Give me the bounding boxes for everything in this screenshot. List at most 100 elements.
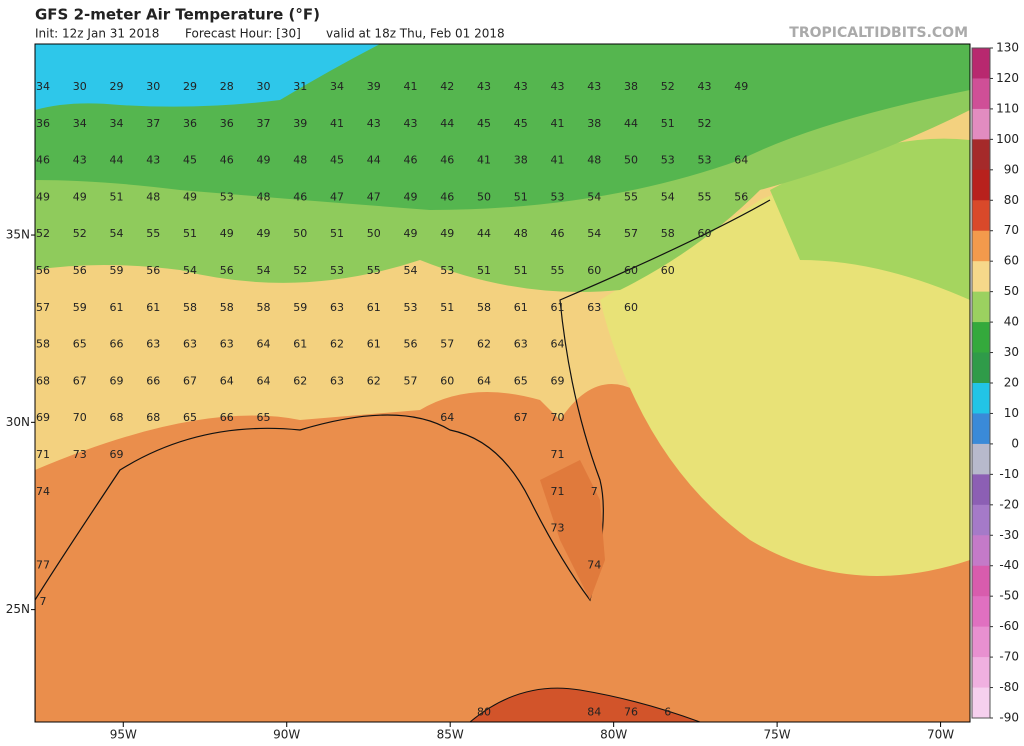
station-temp: 34 bbox=[36, 80, 50, 93]
station-temp: 36 bbox=[36, 117, 50, 130]
station-temp: 71 bbox=[36, 448, 50, 461]
station-temp: 52 bbox=[36, 227, 50, 240]
station-temp: 63 bbox=[330, 374, 344, 387]
station-temp: 61 bbox=[110, 301, 124, 314]
station-temp: 43 bbox=[551, 80, 565, 93]
station-temp: 44 bbox=[110, 154, 124, 167]
station-temp: 74 bbox=[36, 485, 50, 498]
station-temp: 69 bbox=[110, 374, 124, 387]
station-temp: 63 bbox=[146, 338, 160, 351]
station-temp: 38 bbox=[624, 80, 638, 93]
colorbar-label: 0 bbox=[1011, 436, 1019, 450]
station-temp: 49 bbox=[183, 190, 197, 203]
station-temp: 47 bbox=[330, 190, 344, 203]
station-temp: 54 bbox=[404, 264, 418, 277]
station-temp: 58 bbox=[36, 338, 50, 351]
station-temp: 38 bbox=[514, 154, 528, 167]
colorbar-label: 70 bbox=[1004, 223, 1019, 237]
station-temp: 44 bbox=[367, 154, 381, 167]
station-temp: 66 bbox=[220, 411, 234, 424]
colorbar-label: -30 bbox=[999, 528, 1019, 542]
coastline bbox=[35, 199, 771, 722]
station-temp: 64 bbox=[257, 374, 271, 387]
colorbar-label: 40 bbox=[1004, 315, 1019, 329]
station-temp: 64 bbox=[257, 338, 271, 351]
station-temp: 43 bbox=[477, 80, 491, 93]
station-temp: 36 bbox=[183, 117, 197, 130]
station-temp: 49 bbox=[220, 227, 234, 240]
station-temp: 45 bbox=[477, 117, 491, 130]
station-temp: 64 bbox=[440, 411, 454, 424]
station-temp: 34 bbox=[73, 117, 87, 130]
station-temp: 50 bbox=[367, 227, 381, 240]
colorbar: 1301201101009080706050403020100-10-20-30… bbox=[971, 41, 1019, 725]
station-temp: 44 bbox=[477, 227, 491, 240]
station-temp: 52 bbox=[661, 80, 675, 93]
station-labels: 34 30 29 30 29 28 30 31 34 39 41 42 43 43 43 43 38 52 43 49… bbox=[36, 80, 748, 719]
station-temp: 30 bbox=[73, 80, 87, 93]
station-temp: 43 bbox=[73, 154, 87, 167]
station-temp: 62 bbox=[293, 374, 307, 387]
station-temp: 50 bbox=[624, 154, 638, 167]
station-temp: 42 bbox=[440, 80, 454, 93]
colorbar-segment bbox=[972, 535, 990, 567]
station-temp: 67 bbox=[514, 411, 528, 424]
station-temp: 60 bbox=[440, 374, 454, 387]
station-temp: 67 bbox=[73, 374, 87, 387]
colorbar-segment bbox=[972, 200, 990, 232]
station-temp: 58 bbox=[220, 301, 234, 314]
station-temp: 38 bbox=[587, 117, 601, 130]
station-temp: 55 bbox=[624, 190, 638, 203]
station-temp: 64 bbox=[734, 154, 748, 167]
station-temp: 52 bbox=[73, 227, 87, 240]
station-temp: 56 bbox=[734, 190, 748, 203]
station-temp: 49 bbox=[734, 80, 748, 93]
lon-label: 75W bbox=[764, 728, 791, 742]
station-temp: 46 bbox=[440, 190, 454, 203]
valid-time: valid at 18z Thu, Feb 01 2018 bbox=[326, 27, 505, 41]
station-temp: 48 bbox=[587, 154, 601, 167]
station-temp: 57 bbox=[36, 301, 50, 314]
station-temp: 48 bbox=[293, 154, 307, 167]
colorbar-label: -60 bbox=[999, 619, 1019, 633]
station-temp: 57 bbox=[404, 374, 418, 387]
lon-label: 80W bbox=[600, 728, 627, 742]
station-temp: 56 bbox=[146, 264, 160, 277]
station-temp: 55 bbox=[698, 190, 712, 203]
station-temp: 69 bbox=[110, 448, 124, 461]
colorbar-segment bbox=[972, 169, 990, 201]
station-temp: 54 bbox=[587, 227, 601, 240]
station-temp: 67 bbox=[183, 374, 197, 387]
station-temp: 51 bbox=[514, 190, 528, 203]
station-temp: 6 bbox=[664, 706, 671, 719]
colorbar-segment bbox=[972, 504, 990, 536]
colorbar-label: -10 bbox=[999, 467, 1019, 481]
colorbar-segment bbox=[972, 383, 990, 414]
colorbar-segment bbox=[972, 474, 990, 506]
station-temp: 51 bbox=[183, 227, 197, 240]
station-temp: 51 bbox=[514, 264, 528, 277]
station-temp: 45 bbox=[183, 154, 197, 167]
colorbar-label: 80 bbox=[1004, 193, 1019, 207]
colorbar-segment bbox=[972, 291, 990, 323]
station-temp: 41 bbox=[330, 117, 344, 130]
station-temp: 63 bbox=[514, 338, 528, 351]
station-temp: 63 bbox=[587, 301, 601, 314]
station-temp: 58 bbox=[257, 301, 271, 314]
station-temp: 73 bbox=[73, 448, 87, 461]
station-temp: 68 bbox=[36, 374, 50, 387]
station-temp: 69 bbox=[36, 411, 50, 424]
station-temp: 64 bbox=[551, 338, 565, 351]
station-temp: 66 bbox=[146, 374, 160, 387]
station-temp: 49 bbox=[36, 190, 50, 203]
station-temp: 45 bbox=[514, 117, 528, 130]
station-temp: 30 bbox=[257, 80, 271, 93]
station-temp: 53 bbox=[551, 190, 565, 203]
station-temp: 46 bbox=[404, 154, 418, 167]
station-temp: 49 bbox=[257, 227, 271, 240]
station-temp: 31 bbox=[293, 80, 307, 93]
colorbar-label: 60 bbox=[1004, 254, 1019, 268]
station-temp: 62 bbox=[367, 374, 381, 387]
florida-warm bbox=[540, 460, 605, 600]
